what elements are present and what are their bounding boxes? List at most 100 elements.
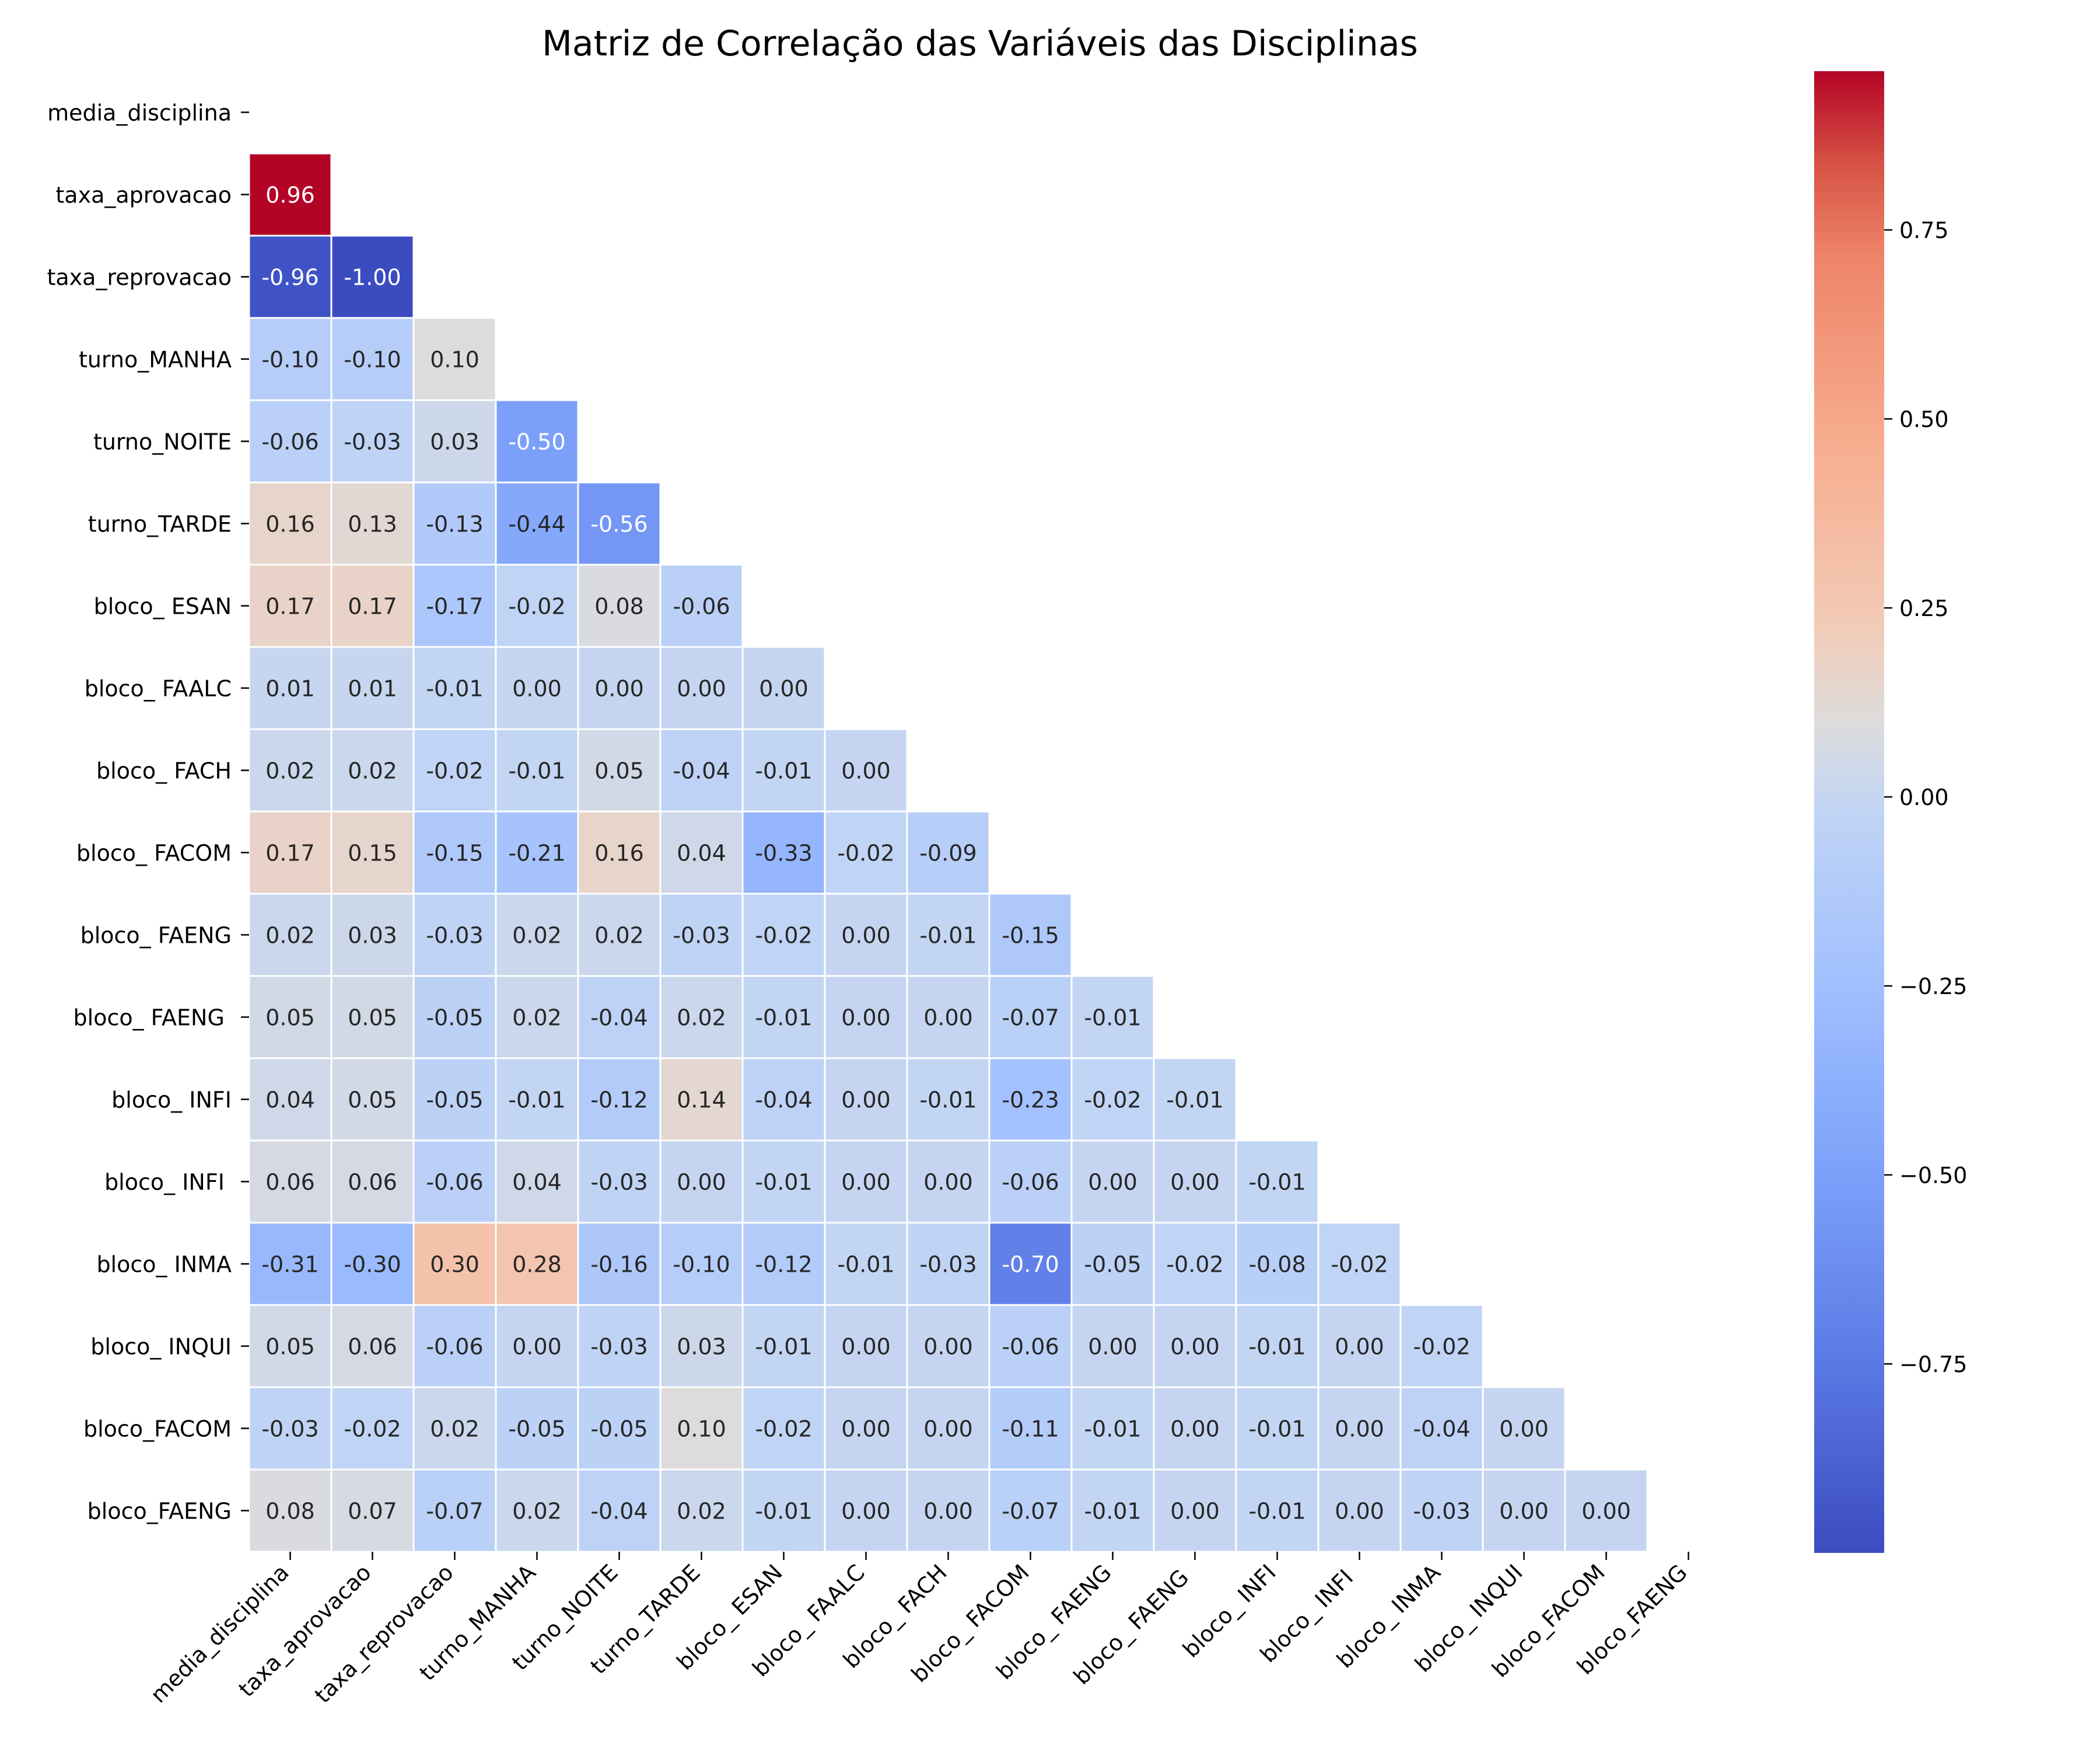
heatmap-cell [495,481,579,566]
cell-value-label: -0.02 [755,1416,812,1442]
cell-value-label: 0.00 [841,1170,891,1195]
heatmap-cell [1235,1222,1320,1306]
cell-value-label: -0.06 [1002,1170,1059,1195]
cell-value-label: -0.16 [590,1252,648,1278]
heatmap-cell [412,1468,497,1553]
cell-value-label: 0.13 [348,512,397,537]
heatmap-cell [659,893,744,977]
cell-value-label: 0.02 [265,758,315,784]
cell-value-label: -0.02 [508,594,565,620]
heatmap-cell [330,1057,415,1142]
cell-value-label: 0.00 [1499,1416,1549,1442]
heatmap-cell [495,1139,579,1224]
cell-value-label: 0.08 [265,1499,315,1524]
cell-value-label: 0.02 [677,1005,726,1031]
colorbar-tick-label: −0.75 [1899,1352,1967,1377]
cell-value-label: -0.10 [344,347,401,373]
cell-value-label: 0.17 [348,594,397,620]
heatmap-cell [1235,1304,1320,1388]
heatmap-cell [988,1057,1073,1142]
heatmap-cell [824,1222,908,1306]
cell-value-label: -0.96 [261,265,318,291]
heatmap-cell [248,1057,332,1142]
heatmap-cell [824,1304,908,1388]
cell-value-label: 0.04 [512,1170,562,1195]
chart-title: Matriz de Correlação das Variáveis das D… [542,23,1418,64]
y-tick-label: bloco_ FACOM [76,841,232,866]
cell-value-label: -0.01 [1166,1087,1223,1113]
cell-value-label: -0.15 [426,841,483,866]
heatmap-cell [906,1386,991,1471]
y-tick-label: media_disciplina [47,100,232,126]
cell-value-label: -0.06 [426,1334,483,1360]
cell-value-label: -0.33 [755,841,812,866]
heatmap-cell [495,975,579,1059]
heatmap-cell [577,893,662,977]
cell-value-label: 0.00 [677,1170,726,1195]
heatmap-cell [824,1057,908,1142]
cell-value-label: -0.70 [1002,1252,1059,1278]
heatmap-cell [412,1386,497,1471]
y-tick-label: bloco_ INMA [96,1252,232,1278]
heatmap-cell [988,893,1073,977]
cell-value-label: -0.01 [426,676,483,702]
y-tick-label: bloco_ ESAN [94,594,232,620]
cell-value-label: -0.07 [1002,1499,1059,1524]
heatmap-cell [1153,1386,1237,1471]
heatmap-cell [1070,1304,1155,1388]
heatmap-cell [906,1222,991,1306]
heatmap-cell [495,1222,579,1306]
y-tick-label: bloco_FACOM [83,1416,232,1442]
cell-value-label: 0.06 [265,1170,315,1195]
cell-value-label: -0.03 [590,1170,648,1195]
cell-value-label: -0.01 [1084,1005,1141,1031]
y-tick-label: turno_MANHA [79,347,232,373]
heatmap-cell [412,1057,497,1142]
y-tick-label: bloco_ FAENG [80,923,232,949]
cell-value-label: -0.04 [590,1499,648,1524]
cell-value-label: 0.00 [841,1087,891,1113]
cell-value-label: -0.50 [508,429,565,455]
heatmap-cell [1153,1468,1237,1553]
heatmap-cell [1317,1386,1402,1471]
cell-value-label: -0.04 [755,1087,812,1113]
cell-value-label: -0.01 [508,758,565,784]
heatmap-cell [330,1304,415,1388]
colorbar-tick-label: 0.75 [1899,218,1949,243]
cell-value-label: -0.12 [590,1087,648,1113]
cell-value-label: 0.00 [594,676,644,702]
cell-value-label: -1.00 [344,265,401,291]
heatmap-cell [659,1386,744,1471]
heatmap-cell [906,975,991,1059]
heatmap-cells: 0.96 -0.96 -1.00 -0.10 -0.10 0.10 -0.06 -0.03 0.… [248,152,1648,1553]
heatmap-cell [330,893,415,977]
cell-value-label: 0.96 [265,183,315,208]
cell-value-label: -0.06 [426,1170,483,1195]
cell-value-label: -0.02 [1084,1087,1141,1113]
heatmap-cell [659,564,744,648]
cell-value-label: -0.05 [1084,1252,1141,1278]
heatmap-cell [659,1222,744,1306]
cell-value-label: 0.00 [841,1334,891,1360]
cell-value-label: 0.00 [841,1499,891,1524]
heatmap-cell [824,728,908,813]
heatmap-cell [906,1468,991,1553]
cell-value-label: 0.00 [1170,1499,1220,1524]
cell-value-label: 0.01 [348,676,397,702]
cell-value-label: 0.05 [265,1005,315,1031]
y-tick-label: bloco_FAENG [88,1499,232,1524]
cell-value-label: -0.01 [1084,1416,1141,1442]
heatmap-cell [1399,1468,1484,1553]
heatmap-cell [1235,1139,1320,1224]
cell-value-label: 0.03 [430,429,480,455]
cell-value-label: 0.04 [265,1087,315,1113]
cell-value-label: -0.01 [755,1005,812,1031]
cell-value-label: -0.13 [426,512,483,537]
colorbar: 0.75 0.50 0.25 0.00 −0.25 −0.50 −0.75 [1814,71,1967,1553]
cell-value-label: 0.00 [841,923,891,949]
colorbar-tick-label: 0.50 [1899,407,1949,432]
cell-value-label: 0.15 [348,841,397,866]
y-tick-label: bloco_ INFI [111,1087,232,1113]
heatmap-cell [412,1304,497,1388]
